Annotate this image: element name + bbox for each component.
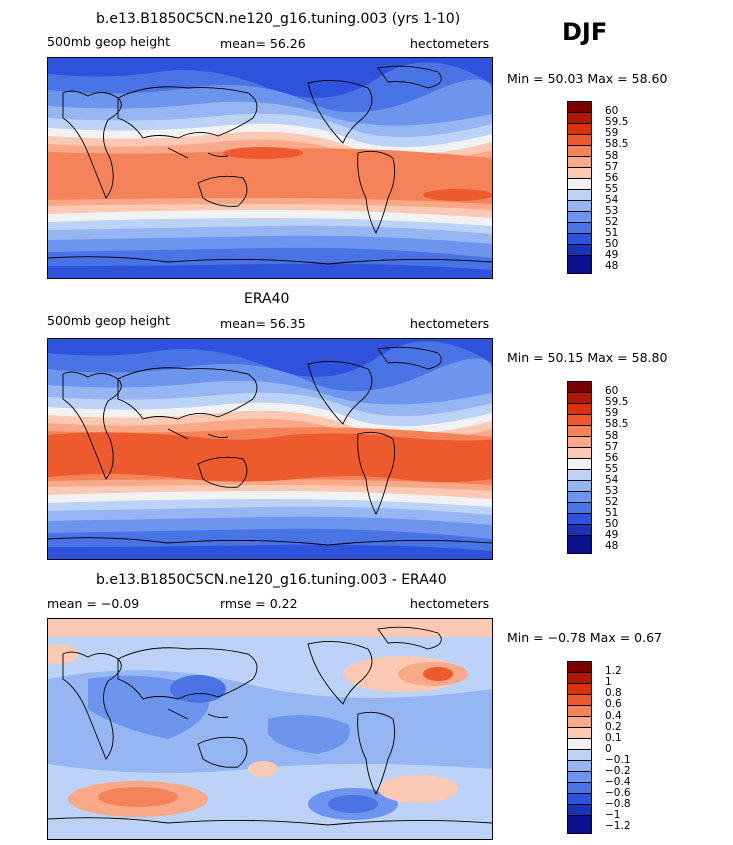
panel2-swatch [567, 535, 592, 554]
panel3-level-label: 1 [605, 676, 612, 688]
panel3-units-label: hectometers [410, 596, 490, 611]
panel3-level-label: −0.6 [605, 787, 631, 799]
panel1-level-label: 51 [605, 227, 619, 239]
panel1-mean-label: mean= 56.26 [220, 36, 306, 51]
panel2-level-label: 51 [605, 507, 619, 519]
panel2-level-label: 59.5 [605, 396, 629, 408]
panel2-level-label: 59 [605, 407, 619, 419]
panel3-level-label: −1.2 [605, 820, 631, 832]
panel1-level-label: 58.5 [605, 138, 629, 150]
panel2-level-label: 50 [605, 518, 619, 530]
panel2-variable-label: 500mb geop height [47, 313, 170, 328]
panel2-colorbar [567, 381, 592, 554]
panel3-minmax: Min = −0.78 Max = 0.67 [507, 630, 662, 645]
panel3-swatch [567, 815, 592, 834]
panel3-level-label: 1.2 [605, 665, 622, 677]
panel2-minmax: Min = 50.15 Max = 58.80 [507, 350, 668, 365]
panel3-level-label: 0.8 [605, 687, 622, 699]
panel3-title: b.e13.B1850C5CN.ne120_g16.tuning.003 - E… [96, 572, 447, 588]
panel2-level-label: 48 [605, 540, 619, 552]
panel3-map [47, 618, 493, 840]
panel2-level-label: 49 [605, 529, 619, 541]
panel3-level-label: 0.1 [605, 732, 622, 744]
panel1-level-label: 49 [605, 249, 619, 261]
panel3-colorbar [567, 661, 592, 834]
panel1-level-label: 59.5 [605, 116, 629, 128]
panel2-level-label: 53 [605, 485, 619, 497]
panel1-level-label: 60 [605, 105, 619, 117]
panel2-title: ERA40 [244, 291, 290, 307]
panel2-level-label: 54 [605, 474, 619, 486]
panel3-level-label: 0.4 [605, 710, 622, 722]
panel1-level-label: 52 [605, 216, 619, 228]
panel2-level-label: 52 [605, 496, 619, 508]
season-label: DJF [562, 18, 608, 46]
panel1-colorbar [567, 101, 592, 274]
panel3-level-label: −0.8 [605, 798, 631, 810]
panel1-level-label: 56 [605, 172, 619, 184]
panel2-mean-label: mean= 56.35 [220, 316, 306, 331]
panel2-units-label: hectometers [410, 316, 490, 331]
panel3-level-label: 0 [605, 743, 612, 755]
panel2-level-label: 55 [605, 463, 619, 475]
panel1-variable-label: 500mb geop height [47, 34, 170, 49]
panel3-level-label: −0.1 [605, 754, 631, 766]
panel2-level-label: 58.5 [605, 418, 629, 430]
panel3-level-label: −0.2 [605, 765, 631, 777]
panel1-title: b.e13.B1850C5CN.ne120_g16.tuning.003 (yr… [96, 11, 461, 27]
panel3-level-label: −0.4 [605, 776, 631, 788]
panel3-rmse-label: rmse = 0.22 [220, 596, 298, 611]
panel3-level-label: 0.6 [605, 698, 622, 710]
panel3-mean-label: mean = −0.09 [47, 596, 140, 611]
panel3-level-label: 0.2 [605, 721, 622, 733]
panel1-level-label: 55 [605, 183, 619, 195]
panel1-swatch [567, 255, 592, 274]
panel1-level-label: 50 [605, 238, 619, 250]
panel2-level-label: 57 [605, 441, 619, 453]
panel2-level-label: 60 [605, 385, 619, 397]
panel1-level-label: 48 [605, 260, 619, 272]
panel2-level-label: 58 [605, 430, 619, 442]
panel1-level-label: 53 [605, 205, 619, 217]
panel2-level-label: 56 [605, 452, 619, 464]
panel1-level-label: 58 [605, 150, 619, 162]
panel3-level-label: −1 [605, 809, 621, 821]
panel1-level-label: 59 [605, 127, 619, 139]
panel1-units-label: hectometers [410, 36, 490, 51]
panel1-minmax: Min = 50.03 Max = 58.60 [507, 71, 668, 86]
panel1-level-label: 57 [605, 161, 619, 173]
panel1-level-label: 54 [605, 194, 619, 206]
panel2-map [47, 338, 493, 560]
panel1-map [47, 57, 493, 279]
